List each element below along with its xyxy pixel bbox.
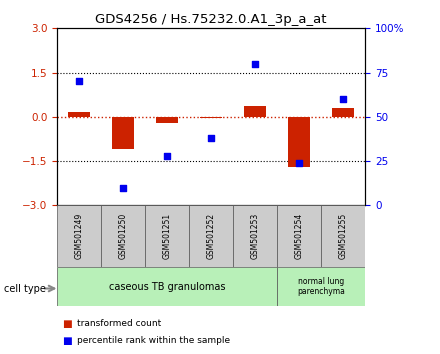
Bar — [101, 205, 145, 267]
Text: GSM501250: GSM501250 — [119, 213, 128, 259]
Text: GSM501253: GSM501253 — [251, 213, 260, 259]
Text: percentile rank within the sample: percentile rank within the sample — [77, 336, 230, 345]
Point — [340, 96, 347, 102]
Bar — [277, 267, 365, 306]
Bar — [244, 107, 266, 117]
Text: GSM501252: GSM501252 — [207, 213, 216, 259]
Point — [120, 185, 127, 190]
Text: GSM501249: GSM501249 — [75, 213, 84, 259]
Bar — [189, 205, 233, 267]
Point — [164, 153, 171, 159]
Bar — [156, 117, 178, 123]
Text: cell type: cell type — [4, 284, 46, 293]
Text: GSM501255: GSM501255 — [339, 213, 348, 259]
Bar — [332, 108, 354, 117]
Text: ■: ■ — [62, 319, 71, 329]
Bar — [200, 117, 222, 118]
Bar — [321, 205, 365, 267]
Bar — [57, 267, 277, 306]
Text: GSM501251: GSM501251 — [163, 213, 172, 259]
Bar — [112, 117, 134, 149]
Bar — [145, 205, 189, 267]
Bar — [277, 205, 321, 267]
Point — [252, 61, 259, 67]
Bar — [233, 205, 277, 267]
Title: GDS4256 / Hs.75232.0.A1_3p_a_at: GDS4256 / Hs.75232.0.A1_3p_a_at — [95, 13, 327, 26]
Bar — [288, 117, 310, 167]
Text: normal lung
parenchyma: normal lung parenchyma — [297, 277, 345, 296]
Text: caseous TB granulomas: caseous TB granulomas — [109, 282, 225, 292]
Text: transformed count: transformed count — [77, 319, 161, 329]
Text: GSM501254: GSM501254 — [295, 213, 304, 259]
Bar — [68, 113, 90, 117]
Bar — [57, 205, 101, 267]
Point — [76, 79, 83, 84]
Point — [208, 135, 215, 141]
Point — [296, 160, 303, 166]
Text: ■: ■ — [62, 336, 71, 346]
